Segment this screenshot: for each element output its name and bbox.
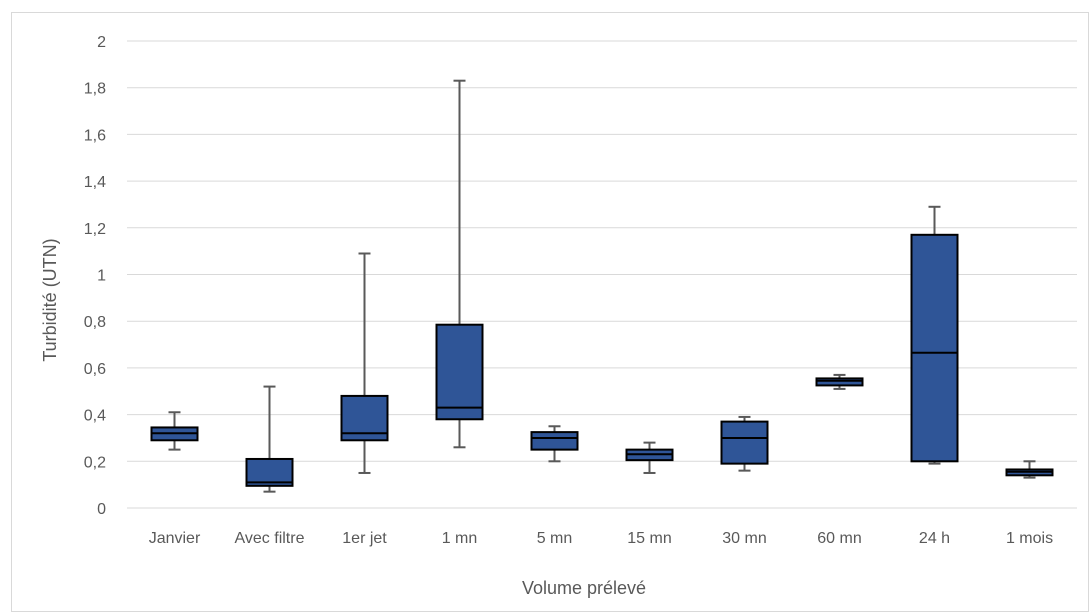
box-3 [340, 252, 389, 474]
box-10 [1005, 460, 1054, 479]
iqr-box [530, 431, 579, 451]
x-tick-label: 60 mn [817, 530, 861, 547]
y-tick-label: 1,6 [84, 127, 106, 144]
x-tick-label: 1 mois [1006, 530, 1053, 547]
y-tick-label: 1,2 [84, 221, 106, 238]
x-tick-label: Avec filtre [235, 530, 305, 547]
iqr-box [435, 323, 484, 421]
box-7 [720, 415, 769, 472]
y-tick-label: 0,8 [84, 314, 106, 331]
y-tick-label: 1,8 [84, 81, 106, 98]
iqr-box [720, 420, 769, 465]
iqr-box [815, 377, 864, 387]
box-6 [625, 441, 674, 474]
y-tick-label: 1 [97, 268, 106, 285]
x-axis-ticks: Janvier Avec filtre 1er jet 1 mn 5 mn 15 mn 30… [149, 530, 1053, 547]
y-axis-title: Turbidité (UTN) [40, 238, 60, 361]
box-2 [245, 385, 294, 493]
x-tick-label: 1 mn [442, 530, 478, 547]
y-tick-label: 1,4 [84, 174, 106, 191]
box-9 [910, 205, 959, 465]
x-tick-label: 1er jet [342, 530, 387, 547]
y-axis-ticks: 0 0,2 0,4 0,6 0,8 1 1,2 1,4 1,6 1,8 2 [84, 34, 106, 518]
x-axis-title: Volume prélevé [522, 578, 646, 598]
box-1 [150, 411, 199, 451]
y-tick-label: 0,2 [84, 454, 106, 471]
box-8 [815, 373, 864, 390]
box-4 [435, 79, 484, 449]
x-tick-label: Janvier [149, 530, 201, 547]
y-tick-label: 0,4 [84, 408, 106, 425]
boxes [150, 79, 1054, 493]
y-tick-label: 0 [97, 501, 106, 518]
chart-frame [11, 12, 1089, 612]
y-tick-label: 0,6 [84, 361, 106, 378]
box-5 [530, 425, 579, 463]
x-tick-label: 5 mn [537, 530, 573, 547]
x-tick-label: 30 mn [722, 530, 766, 547]
x-tick-label: 15 mn [627, 530, 671, 547]
iqr-box [910, 233, 959, 463]
x-tick-label: 24 h [919, 530, 950, 547]
y-tick-label: 2 [97, 34, 106, 51]
